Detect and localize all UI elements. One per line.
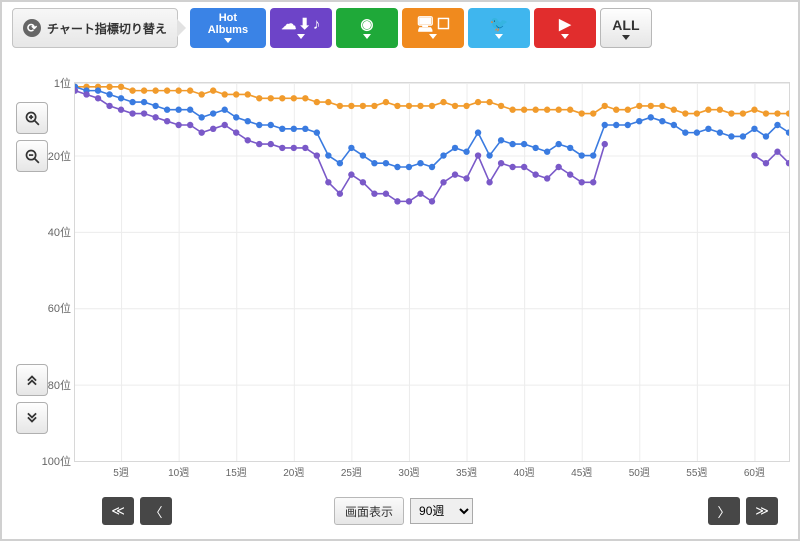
category-icon-row: 🖥☐: [416, 17, 451, 32]
y-axis-label: 60位: [48, 300, 71, 316]
x-axis-label: 35週: [456, 464, 477, 479]
category-label: Hot: [219, 13, 237, 25]
x-axis-label: 50週: [629, 464, 650, 479]
category-icon-row: ◉: [360, 17, 373, 32]
chevron-left-icon: 〈: [149, 502, 162, 521]
chevron-down-icon: [495, 34, 503, 39]
nav-next-button[interactable]: 〉: [708, 497, 740, 525]
x-axis-label: 5週: [113, 464, 129, 479]
x-axis-label: 40週: [514, 464, 535, 479]
magnify-plus-icon: [24, 110, 41, 127]
x-axis-label: 25週: [341, 464, 362, 479]
scroll-up-button[interactable]: [16, 364, 48, 396]
category-download-button[interactable]: ☁⬇♪: [270, 8, 332, 48]
chart-indicator-switcher: ⟳ チャート指標切り替え: [12, 8, 178, 48]
double-chevron-left-icon: ≪: [111, 503, 125, 519]
range-select[interactable]: 30週60週90週120週: [410, 498, 473, 524]
nav-last-button[interactable]: ≫: [746, 497, 778, 525]
chevron-down-icon: [297, 34, 305, 39]
category-icon-row: ☁⬇♪: [281, 17, 320, 32]
zoom-in-button[interactable]: [16, 102, 48, 134]
y-axis-label: 100位: [42, 453, 71, 469]
double-chevron-up-icon: [25, 373, 39, 387]
category-label: Albums: [208, 25, 248, 37]
nav-first-button[interactable]: ≪: [102, 497, 134, 525]
y-axis-label: 40位: [48, 224, 71, 240]
y-axis-label: 1位: [54, 75, 71, 91]
category-twitter-button[interactable]: 🐦: [468, 8, 530, 48]
chevron-down-icon: [429, 34, 437, 39]
x-axis-label: 55週: [686, 464, 707, 479]
nav-prev-button[interactable]: 〈: [140, 497, 172, 525]
all-label: ALL: [612, 17, 639, 33]
scroll-down-button[interactable]: [16, 402, 48, 434]
display-button[interactable]: 画面表示: [334, 497, 404, 525]
cycle-icon: ⟳: [23, 19, 41, 37]
chevron-down-icon: [363, 34, 371, 39]
x-axis-label: 20週: [283, 464, 304, 479]
chart-area: 1位20位40位60位80位100位 5週10週15週20週25週30週35週4…: [74, 82, 790, 462]
category-pc-button[interactable]: 🖥☐: [402, 8, 464, 48]
switcher-label: チャート指標切り替え: [47, 20, 167, 37]
x-axis-label: 10週: [168, 464, 189, 479]
category-icon-row: 🐦: [490, 17, 509, 32]
chevron-down-icon: [224, 38, 232, 43]
y-axis-label: 20位: [48, 148, 71, 164]
category-youtube-button[interactable]: ▶: [534, 8, 596, 48]
category-all-button[interactable]: ALL: [600, 8, 652, 48]
display-label: 画面表示: [345, 505, 393, 519]
x-axis-label: 45週: [571, 464, 592, 479]
category-hot-button[interactable]: HotAlbums: [190, 8, 266, 48]
double-chevron-right-icon: ≫: [755, 503, 769, 519]
category-icon-row: ▶: [559, 17, 571, 32]
x-axis-label: 60週: [744, 464, 765, 479]
x-axis-label: 30週: [398, 464, 419, 479]
y-axis-label: 80位: [48, 377, 71, 393]
chevron-down-icon: [561, 34, 569, 39]
chevron-down-icon: [622, 35, 630, 40]
chevron-right-icon: 〉: [717, 502, 730, 521]
category-stream-button[interactable]: ◉: [336, 8, 398, 48]
chart-canvas: [75, 83, 789, 461]
double-chevron-down-icon: [25, 411, 39, 425]
magnify-minus-icon: [24, 148, 41, 165]
x-axis-label: 15週: [226, 464, 247, 479]
zoom-out-button[interactable]: [16, 140, 48, 172]
